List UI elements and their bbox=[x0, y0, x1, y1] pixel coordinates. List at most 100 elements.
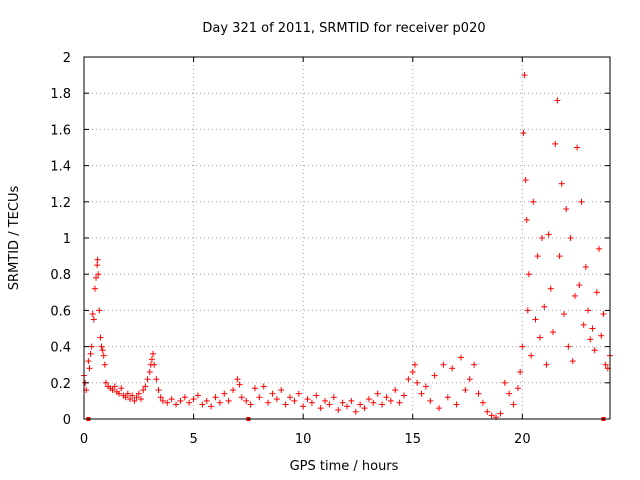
y-axis-ticks: 0 0.2 0.4 0.6 0.8 1 1.2 1.4 1.6 1.8 2 bbox=[50, 51, 610, 428]
data-point bbox=[173, 401, 180, 408]
data-point bbox=[550, 329, 557, 336]
data-point bbox=[150, 350, 157, 357]
data-point bbox=[225, 397, 232, 404]
data-point bbox=[295, 390, 302, 397]
data-point bbox=[506, 390, 513, 397]
data-point bbox=[221, 390, 228, 397]
data-point bbox=[576, 282, 583, 289]
data-point bbox=[330, 394, 337, 401]
data-point bbox=[598, 332, 605, 339]
data-point bbox=[405, 376, 412, 383]
data-point bbox=[565, 343, 572, 350]
data-point bbox=[133, 394, 140, 401]
x-axis-ticks: 0 5 10 15 20 bbox=[80, 57, 531, 447]
data-point bbox=[519, 343, 526, 350]
data-point bbox=[93, 274, 100, 281]
data-point bbox=[94, 256, 101, 263]
data-point bbox=[313, 392, 320, 399]
data-point bbox=[142, 383, 149, 390]
data-point bbox=[545, 231, 552, 238]
data-point bbox=[243, 397, 250, 404]
data-point bbox=[287, 394, 294, 401]
x-tick-label: 0 bbox=[80, 432, 88, 447]
data-point bbox=[510, 401, 517, 408]
data-point bbox=[591, 347, 598, 354]
data-point bbox=[109, 387, 116, 394]
y-tick-label: 0 bbox=[63, 413, 71, 428]
plot-frame bbox=[83, 56, 611, 420]
data-point bbox=[168, 396, 175, 403]
chart-title: Day 321 of 2011, SRMTID for receiver p02… bbox=[202, 21, 485, 36]
data-point bbox=[199, 401, 206, 408]
data-point bbox=[326, 401, 333, 408]
data-point bbox=[525, 271, 532, 278]
data-point bbox=[571, 292, 578, 299]
data-point bbox=[357, 401, 364, 408]
data-point bbox=[488, 412, 495, 419]
data-point bbox=[396, 399, 403, 406]
data-point bbox=[528, 352, 535, 359]
data-point bbox=[497, 410, 504, 417]
data-point bbox=[522, 177, 529, 184]
data-point bbox=[90, 316, 97, 323]
data-point bbox=[539, 235, 546, 241]
data-point bbox=[131, 397, 138, 404]
data-point bbox=[87, 350, 94, 357]
data-point bbox=[574, 144, 581, 151]
data-point bbox=[466, 376, 473, 383]
data-point bbox=[247, 401, 254, 408]
y-tick-label: 2 bbox=[63, 51, 71, 66]
data-point bbox=[462, 387, 469, 394]
y-tick-label: 0.4 bbox=[50, 341, 71, 356]
data-point bbox=[300, 403, 307, 410]
data-point bbox=[589, 325, 596, 332]
data-point bbox=[269, 390, 276, 397]
data-point bbox=[580, 321, 587, 328]
data-point bbox=[159, 397, 166, 404]
data-point bbox=[151, 361, 158, 368]
data-point bbox=[335, 406, 342, 413]
data-point bbox=[453, 401, 460, 408]
data-point bbox=[602, 361, 609, 368]
data-point bbox=[322, 397, 329, 404]
data-point bbox=[436, 405, 443, 412]
data-point bbox=[140, 387, 147, 394]
data-point bbox=[127, 396, 134, 403]
data-point bbox=[383, 394, 390, 401]
data-point bbox=[137, 396, 144, 403]
data-point bbox=[400, 392, 407, 399]
data-point bbox=[260, 383, 267, 390]
data-point bbox=[203, 397, 210, 404]
data-point bbox=[520, 130, 527, 137]
data-point bbox=[102, 379, 109, 386]
data-point bbox=[230, 387, 237, 394]
data-point bbox=[501, 379, 508, 386]
data-point bbox=[543, 361, 550, 368]
data-point bbox=[100, 352, 107, 359]
data-point bbox=[291, 397, 298, 404]
data-point bbox=[208, 403, 215, 410]
y-tick-label: 0.6 bbox=[50, 304, 71, 319]
data-point bbox=[89, 311, 96, 318]
data-point bbox=[86, 365, 93, 372]
data-point bbox=[578, 198, 585, 205]
data-point bbox=[144, 376, 151, 383]
data-point bbox=[387, 397, 394, 404]
data-point bbox=[135, 390, 142, 397]
data-point bbox=[534, 253, 541, 260]
data-point bbox=[524, 307, 531, 314]
data-point bbox=[85, 358, 92, 365]
data-point bbox=[153, 376, 160, 383]
x-tick-label: 10 bbox=[295, 432, 312, 447]
data-point bbox=[532, 316, 539, 323]
data-point bbox=[99, 347, 106, 354]
data-point bbox=[216, 399, 223, 406]
data-point bbox=[418, 390, 425, 397]
data-point bbox=[317, 405, 324, 412]
data-point bbox=[190, 396, 197, 403]
data-point bbox=[392, 387, 399, 394]
data-point bbox=[186, 399, 193, 406]
data-point bbox=[118, 385, 125, 392]
data-point bbox=[521, 72, 528, 79]
data-point bbox=[567, 235, 574, 241]
